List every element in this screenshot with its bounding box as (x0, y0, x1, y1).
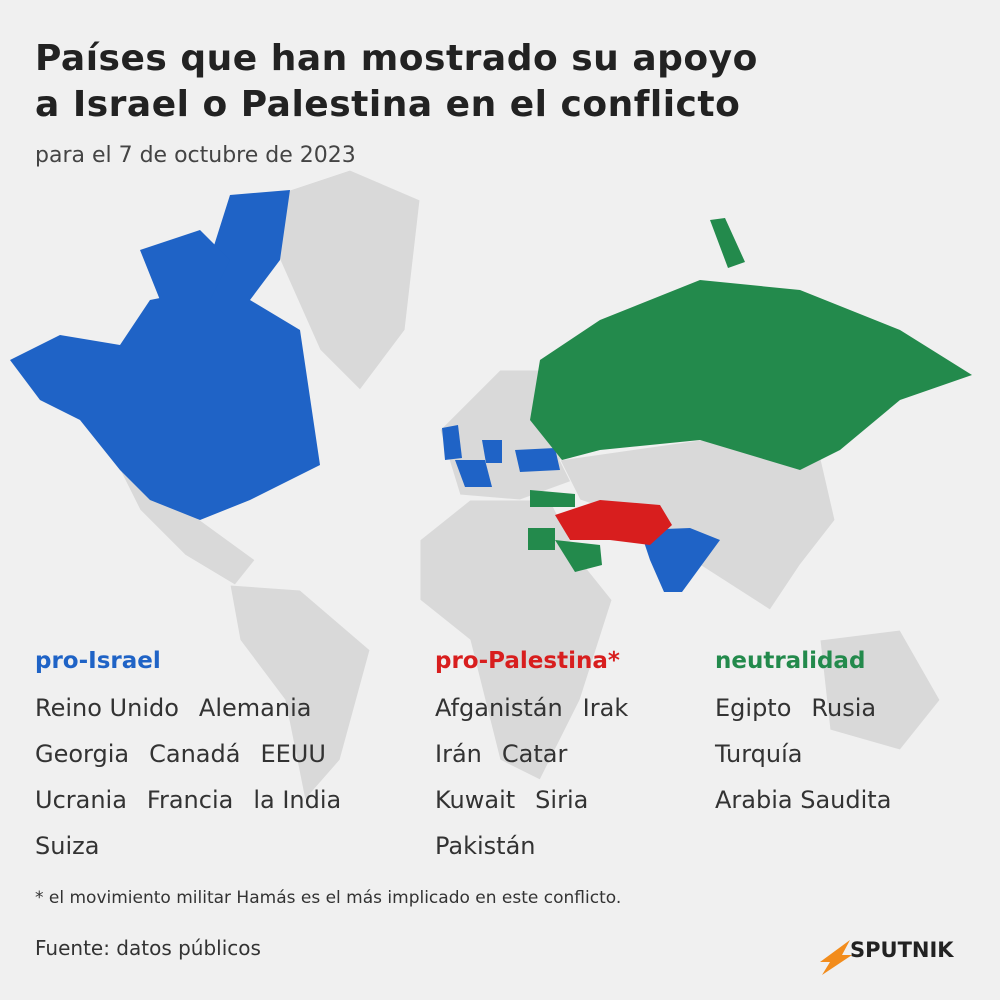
country-row: Irán Catar (435, 740, 628, 786)
group-label: pro-Israel (35, 648, 161, 674)
novaya-zemlya (710, 218, 745, 268)
turkey (530, 490, 575, 507)
greenland (259, 169, 421, 391)
country: Siria (535, 786, 589, 814)
subtitle: para el 7 de octubre de 2023 (35, 143, 356, 168)
middle-east-red (555, 500, 672, 545)
country-row: Arabia Saudita (715, 786, 891, 832)
africa (419, 499, 613, 781)
russia (530, 280, 972, 470)
country-row: Reino Unido Alemania (35, 694, 341, 740)
country-row: Kuwait Siria (435, 786, 628, 832)
country: Egipto (715, 694, 792, 722)
ukraine (515, 448, 560, 472)
country: Kuwait (435, 786, 516, 814)
country: Catar (501, 740, 568, 768)
country: Pakistán (435, 832, 536, 860)
country: Turquía (715, 740, 803, 768)
country: la India (253, 786, 342, 814)
country-row: Suiza (35, 832, 341, 878)
country: Irak (582, 694, 629, 722)
country: Rusia (811, 694, 877, 722)
arctic-islands (140, 230, 230, 300)
footnote: * el movimiento militar Hamás es el más … (35, 888, 622, 908)
group-label: pro-Palestina* (435, 648, 620, 674)
country-row: Georgia Canadá EEUU (35, 740, 341, 786)
legend-group: pro-Palestina* Afganistán Irak Irán Catar Kuw… (435, 648, 628, 878)
brand-logo (820, 940, 852, 975)
south-america (229, 584, 371, 802)
country: EEUU (260, 740, 326, 768)
country-row: Ucrania Francia la India (35, 786, 341, 832)
australia (819, 629, 941, 751)
group-label: neutralidad (715, 648, 866, 674)
country-row: Egipto Rusia (715, 694, 891, 740)
country-row: Turquía (715, 740, 891, 786)
title: Países que han mostrado su apoyo (35, 38, 758, 79)
india (640, 528, 720, 592)
country: Arabia Saudita (715, 786, 892, 814)
country: Georgia (35, 740, 130, 768)
country: Alemania (198, 694, 312, 722)
country-row: Afganistán Irak (435, 694, 628, 740)
country: Ucrania (35, 786, 127, 814)
country-row: Pakistán (435, 832, 628, 878)
title: a Israel o Palestina en el conflicto (35, 84, 741, 125)
country: Canadá (149, 740, 241, 768)
legend-group: pro-Israel Reino Unido Alemania Georgia Cana… (35, 648, 341, 878)
country: Reino Unido (35, 694, 179, 722)
france (455, 460, 492, 487)
country: Suiza (35, 832, 100, 860)
country: Afganistán (435, 694, 563, 722)
brand: SPUTNIK (850, 938, 954, 962)
source: Fuente: datos públicos (35, 936, 261, 960)
north-america (10, 190, 320, 520)
country: Irán (435, 740, 482, 768)
legend-group: neutralidad Egipto Rusia Turquía Arabia Saud… (715, 648, 891, 832)
saudi-arabia (555, 540, 602, 572)
germany (482, 440, 502, 463)
uk (442, 425, 462, 460)
egypt (528, 528, 555, 550)
country: Francia (146, 786, 234, 814)
